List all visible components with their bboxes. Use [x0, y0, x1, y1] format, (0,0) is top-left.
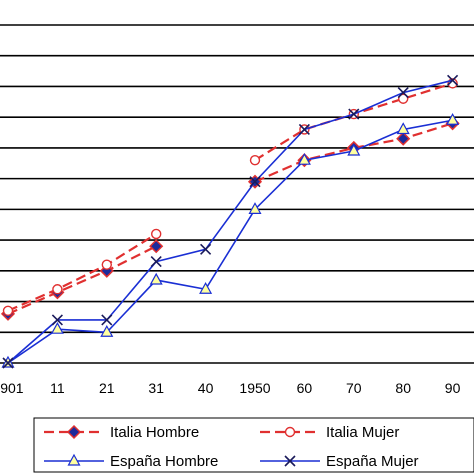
diamond-marker — [149, 239, 164, 254]
circle-marker — [284, 426, 296, 438]
x-marker — [348, 108, 360, 120]
x-marker — [298, 123, 310, 136]
legend-label: España Hombre — [110, 453, 218, 470]
x-tick-label: 60 — [297, 380, 313, 396]
x-tick-label: 40 — [198, 380, 214, 396]
legend-item: España Hombre — [44, 453, 218, 470]
circle-marker — [101, 259, 113, 270]
series-españa-mujer — [2, 74, 459, 369]
x-tick-label: 21 — [99, 380, 115, 396]
x-marker — [249, 176, 261, 188]
x-marker — [397, 87, 409, 99]
triangle-marker — [100, 325, 114, 337]
triangle-marker — [248, 202, 262, 214]
x-tick-label: 31 — [148, 380, 164, 396]
x-tick-label: 90 — [445, 380, 461, 396]
triangle-marker — [297, 152, 311, 165]
x-marker — [2, 357, 14, 369]
x-axis: 1901 11 21 31 40 1950 60 70 80 90 — [0, 380, 461, 396]
series-line — [7, 119, 453, 364]
diamond-marker — [396, 131, 411, 146]
circle-marker — [2, 305, 14, 316]
x-marker — [447, 74, 459, 86]
series-españa-hombre — [1, 113, 460, 368]
x-tick-label: 1901 — [0, 380, 24, 396]
triangle-marker — [446, 113, 460, 125]
legend-label: España Mujer — [326, 453, 419, 470]
series-line — [254, 122, 453, 183]
x-tick-label: 11 — [50, 380, 65, 396]
diamond-marker — [66, 424, 82, 440]
x-marker — [284, 455, 296, 467]
circle-marker — [150, 228, 162, 240]
x-marker — [101, 314, 113, 326]
legend-item: Italia Mujer — [260, 424, 399, 441]
legend-label: Italia Hombre — [110, 424, 199, 441]
legend-item: España Mujer — [260, 453, 419, 470]
circle-marker — [52, 284, 63, 295]
triangle-marker — [347, 143, 361, 156]
gridlines — [0, 24, 474, 364]
x-tick-label: 80 — [395, 380, 411, 396]
triangle-marker — [50, 321, 64, 334]
series-layer — [0, 74, 460, 369]
triangle-marker — [199, 282, 213, 294]
x-marker — [200, 243, 212, 255]
triangle-marker — [67, 453, 81, 466]
series-line — [7, 79, 453, 364]
x-marker — [51, 314, 63, 326]
series-line — [7, 233, 157, 312]
legend-item: Italia Hombre — [44, 424, 199, 441]
x-tick-label: 1950 — [239, 380, 270, 396]
x-marker — [150, 256, 162, 268]
legend: Italia Hombre Italia Mujer España Hombre Es… — [33, 417, 474, 473]
series-italia-mujer — [2, 78, 458, 316]
circle-marker — [398, 93, 409, 104]
legend-box — [33, 417, 474, 473]
x-tick-label: 70 — [346, 380, 362, 396]
circle-marker — [249, 154, 261, 166]
legend-label: Italia Mujer — [326, 424, 399, 441]
triangle-marker — [149, 272, 163, 285]
triangle-marker — [396, 122, 410, 135]
series-line — [7, 245, 157, 315]
